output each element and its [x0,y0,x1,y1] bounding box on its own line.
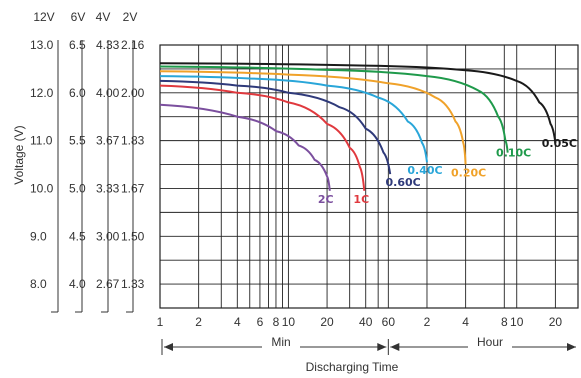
x-tick-label: 60 [382,315,396,329]
scale-tick-label: 10.0 [30,181,54,195]
series-label-0-60C: 0.60C [386,176,421,189]
scale-tick-label: 3.33 [96,181,120,195]
scale-tick-label: 4.0 [69,277,86,291]
x-tick-label: 1 [157,315,164,329]
arrow-head [164,343,173,351]
x-tick-label: 4 [462,315,469,329]
x-tick-label: 6 [257,315,264,329]
scale-tick-label: 3.00 [96,229,120,243]
scale-title-4V: 4V [96,10,111,24]
scale-tick-label: 9.0 [30,229,47,243]
voltage-scale-12V: 12V 13.0 12.0 11.0 10.0 9.0 8.0 [30,10,59,313]
x-tick-label: 10 [282,315,296,329]
series-label-0-40C: 0.40C [407,164,442,177]
scale-tick-label: 6.5 [69,38,86,52]
voltage-scale-6V: 6V 6.5 6.0 5.5 5.0 4.5 4.0 [69,10,86,313]
arrow-head [390,343,400,351]
scale-tick-label: 3.67 [96,134,120,148]
series-label-2C: 2C [318,193,334,206]
x-tick-label: 2 [195,315,202,329]
scale-tick-label: 2.16 [121,38,145,52]
voltage-scale-2V: 2V 2.16 2.00 1.83 1.67 1.50 1.33 [121,10,145,313]
series-line-1C [159,84,366,191]
x-tick-label: 40 [359,315,373,329]
series-label-1C: 1C [353,193,369,206]
scale-title-2V: 2V [123,10,138,24]
scale-tick-label: 11.0 [30,134,53,148]
scale-tick-label: 1.33 [121,277,145,291]
scale-title-12V: 12V [33,10,54,24]
scale-tick-label: 5.0 [69,181,86,195]
x-tick-label: 10 [510,315,524,329]
x-axis-title: Discharging Time [306,360,399,374]
scale-tick-label: 2.67 [96,277,120,291]
series-line-0-60C [159,79,392,175]
series-label-0-10C: 0.10C [496,147,531,160]
series-line-0-05C [159,62,557,144]
scale-tick-label: 1.83 [121,134,145,148]
arrow-head [377,343,387,351]
series-label-0-20C: 0.20C [451,167,486,180]
arrow-head [567,343,576,351]
x-tick-label: 20 [549,315,563,329]
voltage-scales: 12V 13.0 12.0 11.0 10.0 9.0 8.0 6V 6.5 6.0 5.5 5.0 4… [30,10,145,313]
x-axis: 1 2 4 6 8 10 20 40 60 2 4 8 10 20 [157,315,576,355]
series-line-0-40C [159,75,428,163]
series-line-0-10C [159,65,509,153]
scale-title-6V: 6V [71,10,86,24]
series-label-0-05C: 0.05C [542,137,577,150]
scale-tick-label: 1.67 [121,181,145,195]
hours-unit-label: Hour [477,335,503,349]
y-axis-title: Voltage (V) [12,125,26,184]
scale-tick-label: 4.00 [96,86,120,100]
x-tick-label: 20 [320,315,334,329]
scale-tick-label: 5.5 [69,134,86,148]
x-tick-label: 4 [234,315,241,329]
series-line-2C [159,103,331,191]
scale-tick-label: 8.0 [30,277,47,291]
plot-border [159,44,579,309]
x-tick-label: 2 [424,315,431,329]
scale-tick-label: 6.0 [69,86,86,100]
scale-tick-label: 13.0 [30,38,54,52]
x-tick-label: 8 [501,315,508,329]
voltage-scale-4V: 4V 4.33 4.00 3.67 3.33 3.00 2.67 [96,10,120,313]
x-tick-label: 8 [273,315,280,329]
scale-tick-label: 4.33 [96,38,120,52]
scale-tick-label: 12.0 [30,86,54,100]
minutes-unit-label: Min [271,335,290,349]
scale-tick-label: 1.50 [121,229,145,243]
scale-tick-label: 4.5 [69,229,86,243]
plot-frame [159,44,579,309]
series-line-0-20C [159,70,467,165]
scale-tick-label: 2.00 [121,86,145,100]
